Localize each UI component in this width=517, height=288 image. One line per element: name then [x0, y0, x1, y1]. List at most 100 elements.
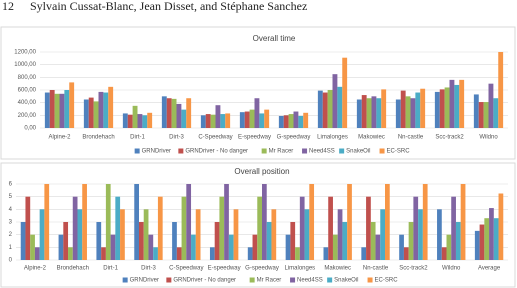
- bar: [371, 96, 377, 128]
- bar: [39, 209, 45, 260]
- legend-label: Mr Racer: [269, 149, 294, 155]
- x-tick-label: Scc-track2: [399, 266, 428, 272]
- bar: [385, 184, 390, 260]
- y-tick-label: 1: [9, 245, 13, 251]
- bar: [437, 209, 442, 260]
- bar: [327, 90, 333, 128]
- x-tick-label: Makowiec: [358, 135, 385, 141]
- bar: [224, 184, 229, 260]
- bar: [59, 93, 65, 128]
- bar: [88, 97, 94, 128]
- chart-frame: [0, 26, 516, 160]
- bar: [83, 99, 89, 128]
- x-tick-label: Brondehach: [82, 135, 114, 141]
- bar: [257, 196, 262, 260]
- bar: [489, 208, 494, 260]
- legend-label: Need4SS: [309, 149, 335, 155]
- legend-swatch: [178, 148, 184, 154]
- bar: [299, 196, 305, 260]
- bar: [228, 234, 234, 260]
- legend-swatch: [122, 277, 128, 283]
- bar: [44, 92, 50, 128]
- bar: [403, 247, 409, 260]
- bar: [186, 184, 192, 260]
- x-tick-label: Average: [478, 266, 501, 272]
- bar: [278, 115, 284, 128]
- bar: [166, 98, 172, 128]
- y-tick-label: 400,00: [18, 100, 37, 106]
- bar: [413, 196, 419, 260]
- bar: [303, 112, 309, 128]
- bar: [115, 196, 121, 260]
- x-tick-label: Limalonges: [317, 135, 348, 141]
- bar: [44, 184, 50, 260]
- bar: [356, 99, 362, 128]
- bar: [380, 209, 385, 260]
- bar: [137, 114, 143, 128]
- bar: [93, 101, 99, 128]
- x-tick-label: Dirt-3: [169, 135, 184, 141]
- bar: [20, 222, 26, 260]
- bar: [101, 247, 106, 260]
- y-tick-label: 0: [9, 258, 13, 264]
- bar: [332, 74, 338, 128]
- running-head: Sylvain Cussat-Blanc, Jean Disset, and S…: [30, 0, 307, 13]
- bar: [332, 234, 338, 260]
- bar: [252, 234, 258, 260]
- legend-label: GRNDriver: [142, 149, 171, 155]
- bar: [191, 234, 196, 260]
- bar: [64, 90, 70, 128]
- bar: [72, 196, 78, 260]
- bar: [498, 193, 504, 260]
- legend-swatch: [327, 277, 333, 283]
- y-tick-label: 800,00: [18, 75, 37, 81]
- bar: [304, 209, 310, 260]
- bar: [483, 102, 489, 128]
- legend-label: SnakeOil: [346, 149, 370, 155]
- legend-swatch: [339, 148, 345, 154]
- bar: [309, 184, 315, 260]
- bar: [214, 222, 220, 260]
- bar: [34, 247, 40, 260]
- bar: [68, 247, 73, 260]
- bar: [395, 99, 401, 128]
- chart-title: Overall time: [253, 34, 296, 43]
- bar: [110, 234, 116, 260]
- bar: [127, 114, 133, 128]
- x-tick-label: Wildno: [479, 135, 498, 141]
- bar: [498, 52, 504, 128]
- bar: [337, 209, 343, 260]
- bar: [153, 247, 158, 260]
- chart-frame: [0, 162, 516, 288]
- bar: [293, 111, 299, 128]
- bar: [366, 196, 371, 260]
- bar: [172, 222, 177, 260]
- bar: [459, 79, 465, 128]
- bar: [375, 234, 381, 260]
- bar: [171, 98, 177, 128]
- bar: [361, 95, 367, 128]
- bar: [244, 111, 250, 128]
- bar: [408, 222, 414, 260]
- bar: [400, 90, 406, 128]
- y-tick-label: 3: [9, 220, 13, 226]
- bar: [143, 209, 149, 260]
- bar: [290, 222, 296, 260]
- bar: [77, 209, 83, 260]
- bar: [108, 86, 114, 128]
- bar: [322, 92, 328, 128]
- legend-swatch: [367, 277, 373, 283]
- bar: [444, 87, 450, 128]
- x-tick-label: C-Speedway: [169, 266, 203, 272]
- legend-swatch: [302, 148, 308, 154]
- bar: [446, 234, 452, 260]
- bar: [420, 88, 426, 128]
- bar: [460, 184, 466, 260]
- bar: [484, 218, 490, 260]
- bar: [49, 90, 55, 128]
- bar: [25, 196, 31, 260]
- bar: [455, 222, 461, 260]
- bar: [439, 89, 445, 128]
- x-tick-label: C-Speedway: [198, 135, 232, 141]
